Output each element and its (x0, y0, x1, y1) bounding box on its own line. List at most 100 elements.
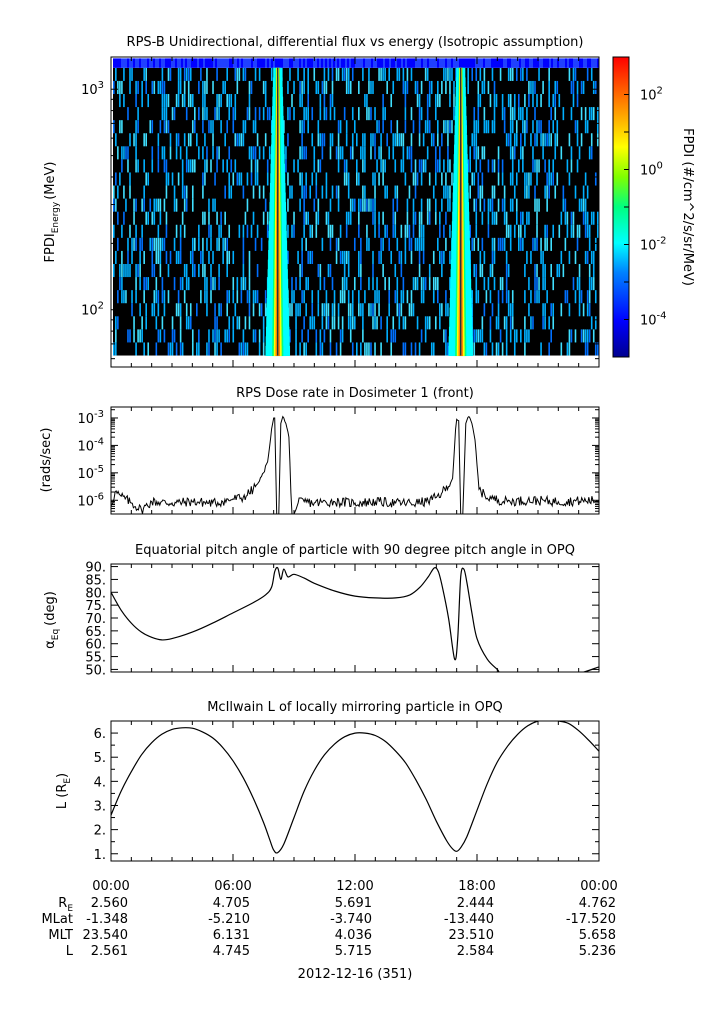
spectrogram-cell (289, 58, 291, 68)
spectrogram-cell (303, 211, 305, 225)
spectrogram-cell (341, 277, 344, 291)
spectrogram-cell (248, 263, 251, 278)
spectrogram-cell (378, 290, 380, 304)
spectrogram-cell (445, 329, 447, 343)
spectrogram-cell (212, 146, 214, 160)
spectrogram-cell (571, 58, 573, 68)
spectrogram-cell (428, 316, 431, 330)
spectrogram-cell (370, 342, 372, 356)
spectrogram-cell (518, 237, 520, 251)
spectrogram-cell (129, 67, 131, 81)
spectrogram-cell (507, 67, 510, 81)
spectrogram-cell (264, 133, 267, 147)
spectrogram-cell (439, 250, 441, 264)
spectrogram-cell (256, 224, 259, 238)
spectrogram-cell (534, 185, 536, 199)
ephemeris-row-label: MLT (48, 928, 73, 943)
spectrogram-cell (212, 133, 214, 147)
ephemeris-value: 4.762 (579, 896, 616, 911)
spectrogram-cell (418, 250, 421, 264)
spectrogram-cell (406, 146, 409, 160)
spectrogram-cell (584, 198, 587, 212)
spectrogram-cell (210, 159, 212, 173)
spectrogram-cell (216, 159, 218, 173)
spectrogram-cell (584, 211, 587, 225)
spectrogram-cell (449, 120, 451, 134)
spectrogram-cell (585, 58, 587, 68)
spectrogram-cell (501, 107, 504, 121)
spectrogram-cell (451, 58, 453, 68)
spectrogram-cell (528, 94, 530, 108)
spectrogram-cell (317, 133, 320, 147)
spectrogram-cell (586, 303, 589, 317)
spectrogram-cell (567, 58, 569, 68)
spectrogram-cell (544, 237, 546, 251)
spectrogram-cell (501, 159, 504, 173)
spectrogram-cell (408, 303, 411, 317)
spectrogram-cell (445, 303, 447, 317)
spectrogram-cell (408, 146, 411, 160)
spectrogram-cell (256, 172, 259, 186)
spectrogram-cell (404, 120, 407, 134)
spectrogram-cell (251, 58, 253, 68)
spectrogram-cell (593, 58, 595, 68)
spectrogram-cell (145, 172, 147, 186)
spectrogram-cell (428, 80, 431, 95)
spectrogram-cell (578, 224, 581, 238)
spectrogram-cell (149, 58, 151, 68)
y-tick-label: 60. (85, 638, 106, 653)
spectrogram-cell (536, 198, 538, 212)
spectrogram-cell (437, 58, 439, 68)
spectrogram-cell (179, 329, 182, 343)
spectrogram-cell (345, 80, 348, 95)
spectrogram-cell (505, 329, 508, 343)
spectrogram-cell (236, 316, 239, 330)
spectrogram-cell (552, 316, 555, 330)
spectrogram-cell (513, 133, 516, 147)
spectrogram-cell (295, 58, 297, 68)
y-tick-label: 55. (85, 651, 106, 666)
spectrogram-cell (441, 250, 443, 264)
ephemeris-value: 5.715 (335, 944, 372, 959)
ephemeris-value: 4.745 (213, 944, 250, 959)
spectrogram-cell (552, 303, 555, 317)
spectrogram-cell (226, 303, 228, 317)
pitch-angle-x-ticks (110, 564, 600, 672)
spectrogram-cell (586, 329, 589, 343)
spectrogram-cell (519, 58, 521, 68)
spectrogram-cell (323, 277, 326, 291)
spectrogram-cell (315, 185, 318, 199)
y-tick-label: 85. (85, 573, 106, 588)
spectrogram-cell (376, 120, 378, 134)
spectrogram-cell (542, 133, 544, 147)
ephemeris-value: 4.705 (213, 896, 250, 911)
spectrogram-cell (222, 159, 224, 173)
spectrogram-cell (179, 277, 182, 291)
spectrogram-cell (408, 224, 411, 238)
spectrogram-cell (165, 185, 168, 199)
ephemeris-value: 23.510 (449, 928, 495, 943)
spectrogram-cell (153, 58, 155, 68)
spectrogram-cell (319, 58, 321, 68)
spectrogram-cell (509, 303, 512, 317)
spectrogram-cell (467, 80, 469, 95)
spectrogram-cell (509, 58, 511, 68)
spectrogram-cell (467, 159, 469, 173)
spectrogram-cell (360, 263, 362, 278)
spectrogram-cell (372, 80, 374, 95)
spectrogram-cell (596, 224, 599, 238)
spectrogram-cell (331, 80, 334, 95)
spectrogram-cell (538, 198, 540, 212)
spectrogram-cell (293, 290, 295, 304)
spectrogram-cell (297, 250, 299, 264)
spectrogram-cell (345, 133, 348, 147)
spectrogram-cell (232, 250, 235, 264)
spectrogram-cell (248, 277, 251, 291)
spectrogram-cell (325, 80, 328, 95)
y-tick-label: 10-5 (77, 464, 104, 482)
spectrogram-cell (129, 58, 131, 68)
spectrogram-cell (204, 107, 206, 121)
spectrogram-cell (554, 185, 557, 199)
spectrogram-cell (331, 94, 334, 108)
spectrogram-cell (234, 94, 237, 108)
